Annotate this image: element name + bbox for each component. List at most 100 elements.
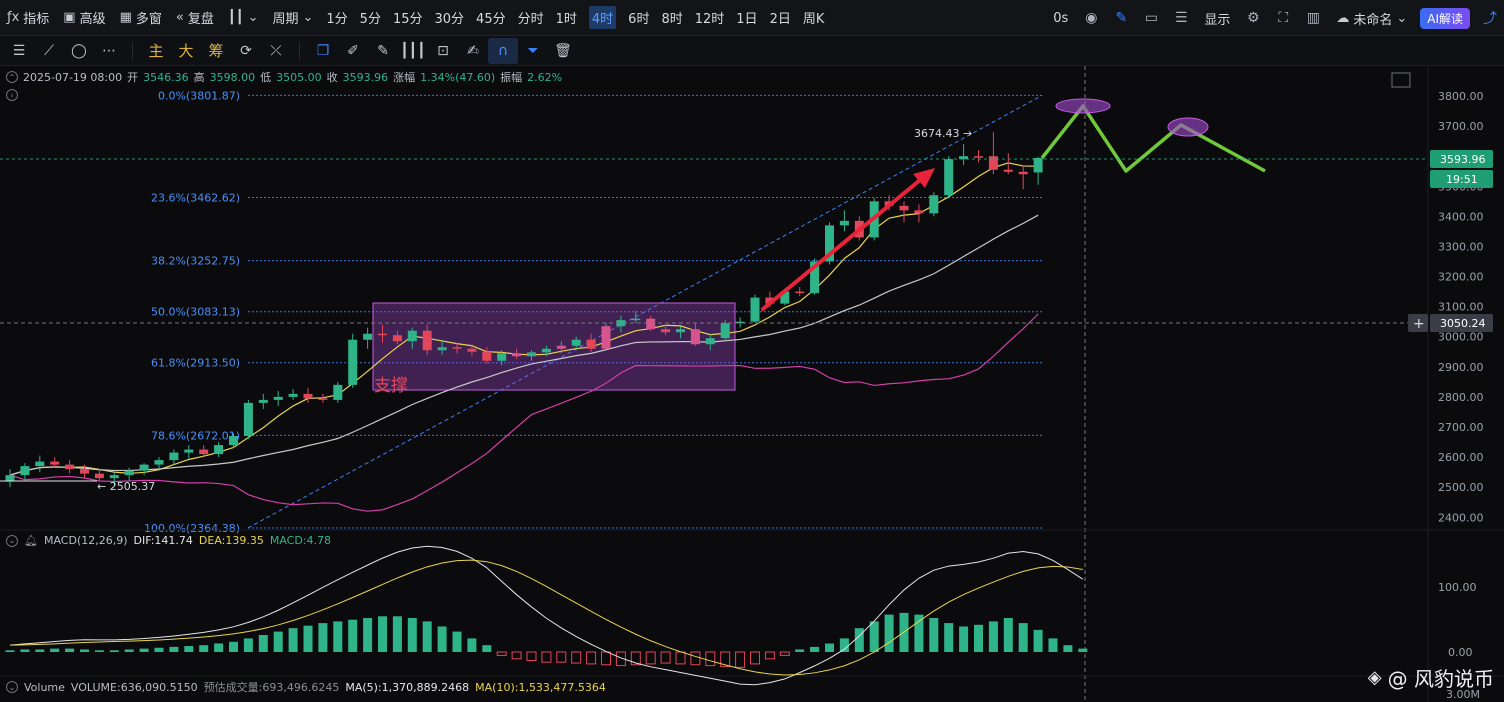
candle — [169, 449, 179, 465]
indicators-button[interactable]: ƒx 指标 — [7, 10, 50, 27]
candlestick-icon: ┃┃ — [227, 10, 244, 25]
brush-icon[interactable]: ✐ — [347, 42, 359, 59]
period-12[interactable]: 2日 — [769, 12, 791, 27]
price-axis[interactable]: 3800.003700.003600.003500.003400.003300.… — [0, 66, 1504, 702]
sync-icon[interactable]: ⟳ — [240, 42, 252, 59]
macd-histogram-bar — [109, 650, 119, 652]
period-1[interactable]: 5分 — [359, 12, 381, 27]
candle-body — [20, 466, 30, 476]
fib-label: 50.0%(3083.13) — [151, 306, 240, 319]
magnet-icon[interactable]: ∩ — [488, 37, 518, 64]
macd-histogram-bar — [80, 649, 89, 652]
ellipse-icon[interactable]: ◯ — [71, 42, 87, 59]
candle-body — [1033, 157, 1043, 173]
dea-value: DEA:139.35 — [198, 534, 264, 547]
filter-icon[interactable]: ⏷ — [527, 42, 539, 59]
fibonacci-retracement[interactable]: 0.0%(3801.87) 23.6%(3462.62) 38.2%(3252.75… — [144, 89, 1043, 535]
top-right-controls: 0s ◉ ✎ ▭ ☰ 显示 ⚙ ⛶ ▥ ☁ 未命名 ⌄ AI解读 ⤴ — [1046, 0, 1504, 36]
macd-histogram-bar — [764, 651, 775, 660]
trendline-icon[interactable]: ⟋ — [44, 42, 54, 59]
big-orders-toggle[interactable]: 大 — [178, 42, 194, 60]
ai-analysis-button[interactable]: AI解读 — [1420, 7, 1470, 29]
collapse-icon[interactable]: ⌃ — [6, 71, 18, 83]
collapse-icon[interactable]: ⌄ — [6, 681, 18, 693]
lock-icon[interactable]: ⊡ — [437, 42, 449, 59]
bars-icon[interactable]: ┃┃┃ — [400, 42, 426, 59]
dif-value: DIF:141.74 — [133, 534, 193, 547]
candle-body — [124, 470, 134, 476]
candle-body — [109, 475, 119, 479]
copy-icon[interactable]: ❐ — [316, 42, 330, 59]
period-10[interactable]: 12时 — [694, 12, 725, 27]
menu-icon[interactable]: ☰ — [12, 42, 26, 59]
expand-icon[interactable]: › — [6, 89, 18, 101]
period-11[interactable]: 1日 — [736, 12, 758, 27]
period-5[interactable]: 分时 — [517, 12, 544, 27]
candle — [1033, 156, 1043, 185]
price-tick-label: 3800.00 — [1438, 90, 1484, 103]
period-4[interactable]: 45分 — [476, 12, 506, 27]
add-alert-button — [1408, 314, 1428, 332]
bell-icon[interactable]: 🔔︎ — [24, 534, 38, 547]
bollinger-lower-line — [9, 313, 1039, 512]
trend-arrow — [761, 174, 927, 311]
display-button[interactable]: 显示 — [1204, 12, 1231, 28]
fib-label: 23.6%(3462.62) — [151, 192, 240, 205]
candle-body — [214, 445, 224, 455]
price-tick-label: 2500.00 — [1438, 481, 1484, 494]
peak-marker-2 — [1167, 117, 1209, 137]
macd-histogram-bar — [914, 614, 924, 652]
fullscreen-icon[interactable]: ⛶ — [1278, 10, 1289, 26]
low-value: 3505.00 — [276, 70, 322, 84]
low-marker: ← 2505.37 — [97, 480, 155, 493]
candle-body — [690, 329, 700, 345]
candle-body — [288, 393, 298, 397]
note-icon[interactable]: ✍ — [467, 42, 479, 59]
eraser-icon[interactable]: ✎ — [377, 42, 389, 59]
macd-histogram-bar — [214, 643, 224, 652]
tool-toggle-icon[interactable]: ⤫ — [270, 42, 282, 59]
period-7[interactable]: 4时 — [583, 0, 622, 36]
comment-icon[interactable]: ▭ — [1144, 10, 1158, 26]
macd-histogram-bar — [720, 651, 731, 667]
pencil-icon[interactable]: ✎ — [1115, 10, 1128, 26]
macd-histogram-bar — [154, 647, 164, 652]
period-0[interactable]: 1分 — [326, 12, 348, 27]
list-icon[interactable]: ☰ — [1175, 10, 1188, 26]
macd-histogram-bar — [839, 638, 849, 652]
chart-area[interactable]: 0.0%(3801.87) 23.6%(3462.62) 38.2%(3252.75… — [0, 66, 1504, 702]
annotations[interactable]: 3674.43 → ← 2505.37 — [0, 66, 1428, 702]
camera-icon[interactable]: ◉ — [1085, 10, 1098, 26]
gear-icon[interactable]: ⚙ — [1247, 10, 1260, 26]
macd-histogram-bar — [452, 631, 462, 652]
chart-type-button[interactable]: ┃┃ ⌄ — [221, 0, 266, 36]
candle — [974, 150, 983, 163]
candle — [243, 399, 253, 440]
period-dropdown[interactable]: 周期 ⌄ — [272, 10, 314, 27]
period-8[interactable]: 6时 — [628, 12, 650, 27]
price-tick-label: 3000.00 — [1438, 331, 1484, 344]
period-6[interactable]: 1时 — [555, 12, 577, 27]
share-icon[interactable]: ⤴ — [1483, 11, 1497, 27]
main-chart-toggle[interactable]: 主 — [148, 42, 164, 60]
layout-icon[interactable]: ▥ — [1306, 10, 1320, 26]
candle-body — [65, 464, 75, 470]
candle-body — [199, 449, 209, 455]
layout-dropdown[interactable]: ☁ 未命名 ⌄ — [1336, 10, 1408, 28]
multi-window-button[interactable]: ▦ 多窗 — [119, 10, 162, 27]
more-icon[interactable]: ⋯ — [102, 42, 116, 59]
trash-icon[interactable]: 🗑 — [554, 42, 572, 59]
period-3[interactable]: 30分 — [434, 12, 465, 27]
period-2[interactable]: 15分 — [392, 12, 423, 27]
candle-body — [363, 333, 373, 340]
advanced-button[interactable]: ▣ 高级 — [63, 10, 106, 27]
period-13[interactable]: 周K — [802, 12, 825, 27]
period-9[interactable]: 8时 — [661, 12, 683, 27]
replay-button[interactable]: «复盘 — [175, 10, 214, 27]
collapse-icon[interactable]: ⌄ — [6, 534, 18, 547]
support-box[interactable] — [372, 302, 736, 391]
macd-histogram-bar — [199, 645, 209, 652]
macd-histogram-bar — [318, 623, 328, 652]
candle-body — [273, 396, 283, 400]
chips-toggle[interactable]: 筹 — [208, 42, 224, 60]
